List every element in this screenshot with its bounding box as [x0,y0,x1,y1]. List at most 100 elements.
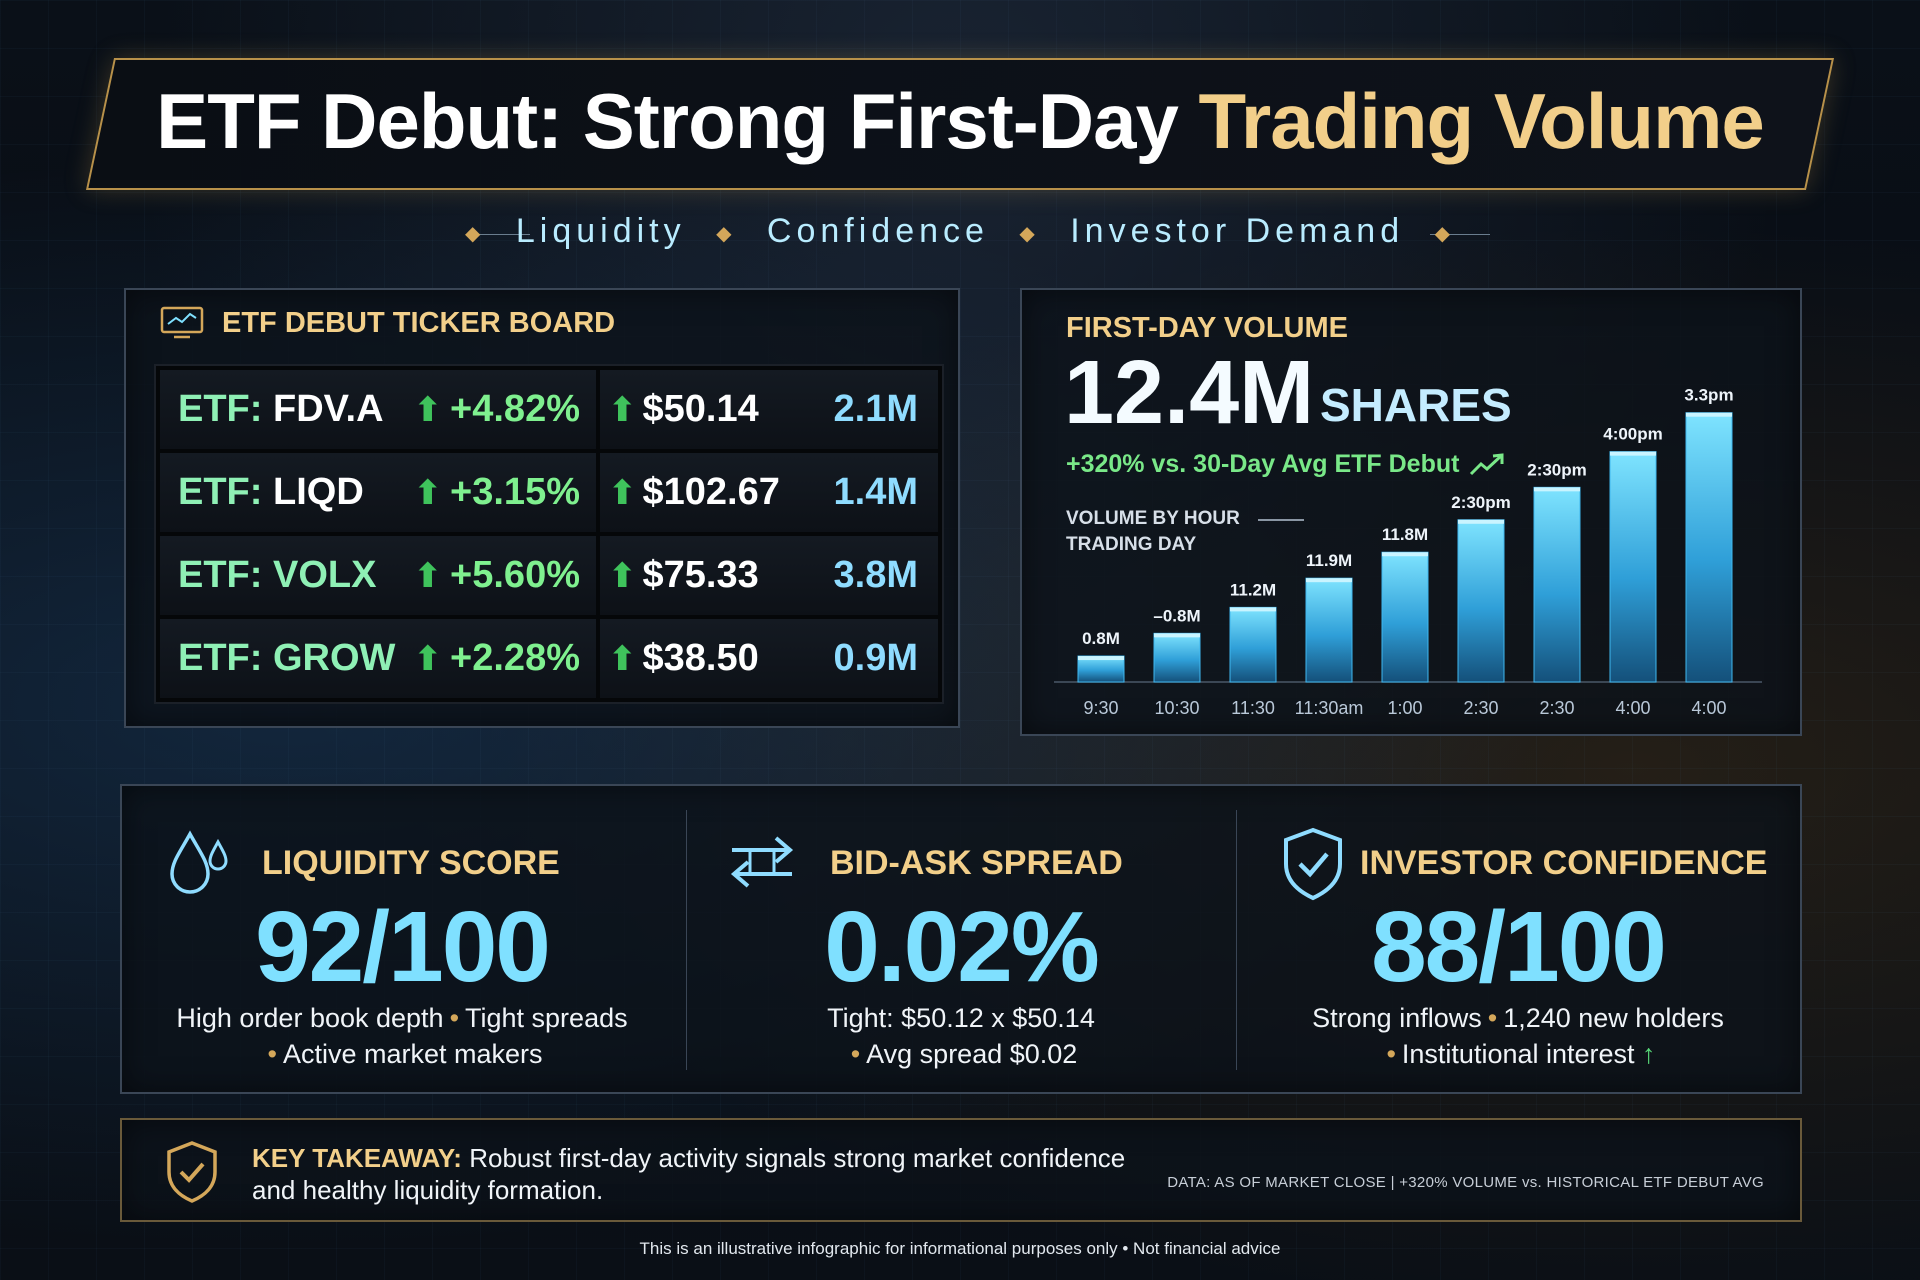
ticker-volume: 1.4M [833,471,918,513]
ticker-price: ⬆ $75.33 [608,554,759,596]
metric-divider [1236,810,1237,1070]
subtitle-line-right [1430,234,1490,235]
volume-comparison: +320% vs. 30-Day Avg ETF Debut [1066,450,1507,479]
title-part1: ETF Debut: Strong First-Day [156,77,1179,165]
ticker-change: ⬆ +4.82% [413,388,580,430]
bid-ask-spread-card: BID-ASK SPREAD 0.02% Tight: $50.12 x $50… [686,786,1236,1092]
up-arrow-icon: ⬆ [608,390,637,429]
investor-confidence-card: INVESTOR CONFIDENCE 88/100 Strong inflow… [1236,786,1800,1092]
bullet-icon: ◆ [1019,222,1040,245]
subtitle: ◆ Liquidity ◆ Confidence ◆ Investor Dema… [0,212,1920,251]
bullet-icon: ◆ [1434,222,1455,245]
ticker-table: ETF: FDV.A ⬆ +4.82% ⬆ $50.14 2.1M ETF: LIQ… [154,364,944,704]
up-arrow-icon: ⬆ [413,556,443,595]
up-arrow-icon: ⬆ [608,556,637,595]
x-tick-label: 11:30 [1231,698,1275,718]
bar-data-label: 4:00pm [1603,425,1663,444]
metrics-panel: LIQUIDITY SCORE 92/100 High order book d… [120,784,1802,1094]
volume-by-hour-label: VOLUME BY HOUR [1066,508,1240,529]
metric-divider [686,810,687,1070]
volume-bar-cap [1078,656,1124,661]
bullet-icon: ◆ [716,222,737,245]
ticker-row: ETF: GROW ⬆ +2.28% ⬆ $38.50 0.9M [160,619,938,698]
disclaimer-footer: This is an illustrative infographic for … [639,1239,1281,1258]
ticker-row: ETF: LIQD ⬆ +3.15% ⬆ $102.67 1.4M [160,453,938,532]
volume-bar [1381,551,1429,683]
bar-data-label: 11.2M [1230,580,1276,599]
ticker-board-header: ETF DEBUT TICKER BOARD [160,306,615,340]
volume-bar [1077,655,1125,683]
up-arrow-icon: ⬆ [608,473,637,512]
metric-value: 88/100 [1371,891,1667,1003]
metric-value: 0.02% [824,891,1100,1003]
bar-data-label: 11.8M [1382,525,1428,544]
ticker-price: ⬆ $38.50 [608,637,759,679]
ticker-price: ⬆ $50.14 [608,388,759,430]
subtitle-item: Liquidity [515,212,686,250]
volume-bar [1153,632,1201,683]
title-part2: Trading Volume [1198,77,1765,165]
volume-bar [1457,519,1505,683]
volume-bar [1685,412,1733,683]
label-connector [1258,519,1304,521]
x-tick-label: 4:00 [1615,698,1650,718]
ticker-cell-right: ⬆ $102.67 1.4M [600,453,938,532]
bar-data-label: 2:30pm [1527,460,1587,479]
x-tick-label: 2:30 [1463,698,1498,718]
bar-data-label: 3.3pm [1684,386,1733,405]
subtitle-item: Confidence [766,212,989,250]
ticker-cell-right: ⬆ $50.14 2.1M [600,370,938,449]
volume-bar-cap [1686,412,1732,417]
ticker-cell-left: ETF: VOLX ⬆ +5.60% [160,536,596,615]
bar-data-label: 2:30pm [1451,493,1511,512]
volume-bar [1305,577,1353,683]
ticker-board-panel: ETF DEBUT TICKER BOARD ETF: FDV.A ⬆ +4.82… [124,288,960,728]
volume-bar-cap [1306,578,1352,583]
x-tick-label: 1:00 [1387,698,1422,718]
ticker-symbol: ETF: GROW [178,637,396,679]
ticker-price: ⬆ $102.67 [608,471,780,513]
monitor-icon [160,306,204,339]
ticker-cell-left: ETF: FDV.A ⬆ +4.82% [160,370,596,449]
takeaway-label: KEY TAKEAWAY: [252,1143,462,1173]
ticker-cell-right: ⬆ $75.33 3.8M [600,536,938,615]
ticker-volume: 2.1M [833,388,918,430]
droplets-icon [170,830,228,894]
subtitle-item: Investor Demand [1070,212,1405,250]
ticker-change: ⬆ +3.15% [413,471,580,513]
volume-bar [1229,606,1277,683]
metric-value: 92/100 [255,891,551,1003]
bar-data-label: –0.8M [1153,606,1200,625]
subtitle-line-left [470,234,530,235]
x-tick-label: 2:30 [1539,698,1574,718]
ticker-board-title: ETF DEBUT TICKER BOARD [222,306,616,339]
metric-title: BID-ASK SPREAD [830,844,1123,882]
ticker-change: ⬆ +2.28% [413,637,580,679]
volume-unit: SHARES [1320,379,1512,431]
up-arrow-icon: ⬆ [608,639,637,678]
page-title: ETF Debut: Strong First-Day Trading Volu… [0,76,1920,167]
ticker-change: ⬆ +5.60% [413,554,580,596]
up-arrow-icon: ↑ [1642,1039,1656,1069]
shield-check-icon [1284,827,1342,901]
bar-data-label: 0.8M [1082,629,1120,648]
ticker-volume: 0.9M [833,637,918,679]
data-note: DATA: AS OF MARKET CLOSE | +320% VOLUME … [1167,1174,1764,1191]
ticker-symbol: ETF: FDV.A [178,388,384,430]
volume-bar-cap [1382,552,1428,557]
ticker-cell-left: ETF: GROW ⬆ +2.28% [160,619,596,698]
metric-title: LIQUIDITY SCORE [262,844,560,882]
volume-label: FIRST-DAY VOLUME [1066,312,1348,344]
up-arrow-icon: ⬆ [413,639,443,678]
volume-bar-chart: 0.8M 9:30 –0.8M 10:30 11.2M 11:30 11.9M 11:30am… [1054,386,1762,718]
x-tick-label: 10:30 [1154,698,1199,718]
ticker-cell-right: ⬆ $38.50 0.9M [600,619,938,698]
volume-bar-cap [1610,451,1656,456]
volume-bar-cap [1458,519,1504,524]
ticker-cell-left: ETF: LIQD ⬆ +3.15% [160,453,596,532]
trading-day-label: TRADING DAY [1066,534,1197,555]
ticker-symbol: ETF: LIQD [178,471,364,513]
x-tick-label: 11:30am [1295,698,1364,718]
up-arrow-icon: ⬆ [413,390,443,429]
volume-bar [1609,451,1657,683]
